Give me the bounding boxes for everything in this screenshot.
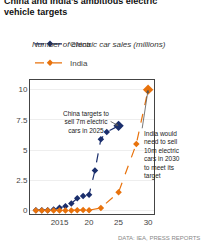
svg-text:India: India (70, 59, 88, 68)
svg-text:2015: 2015 (51, 218, 69, 227)
svg-text:2.5: 2.5 (16, 176, 28, 185)
svg-text:7.5: 7.5 (16, 116, 28, 125)
svg-text:10: 10 (18, 85, 27, 94)
svg-text:5: 5 (23, 146, 28, 155)
svg-text:0: 0 (23, 206, 28, 215)
svg-text:China and India’s ambitious el: China and India’s ambitious electricvehi… (4, 0, 157, 17)
svg-text:25: 25 (114, 218, 123, 227)
svg-text:India wouldneed to sell10m ele: India wouldneed to sell10m electriccars … (144, 130, 180, 180)
svg-text:China: China (70, 40, 91, 49)
svg-text:DATA: IEA, PRESS REPORTS: DATA: IEA, PRESS REPORTS (118, 235, 200, 241)
svg-text:30: 30 (144, 218, 153, 227)
svg-text:Number of electric car sales (: Number of electric car sales (millions) (32, 40, 166, 49)
svg-text:20: 20 (85, 218, 94, 227)
svg-text:China targets tosell 7m electr: China targets tosell 7m electriccars in … (63, 110, 109, 134)
